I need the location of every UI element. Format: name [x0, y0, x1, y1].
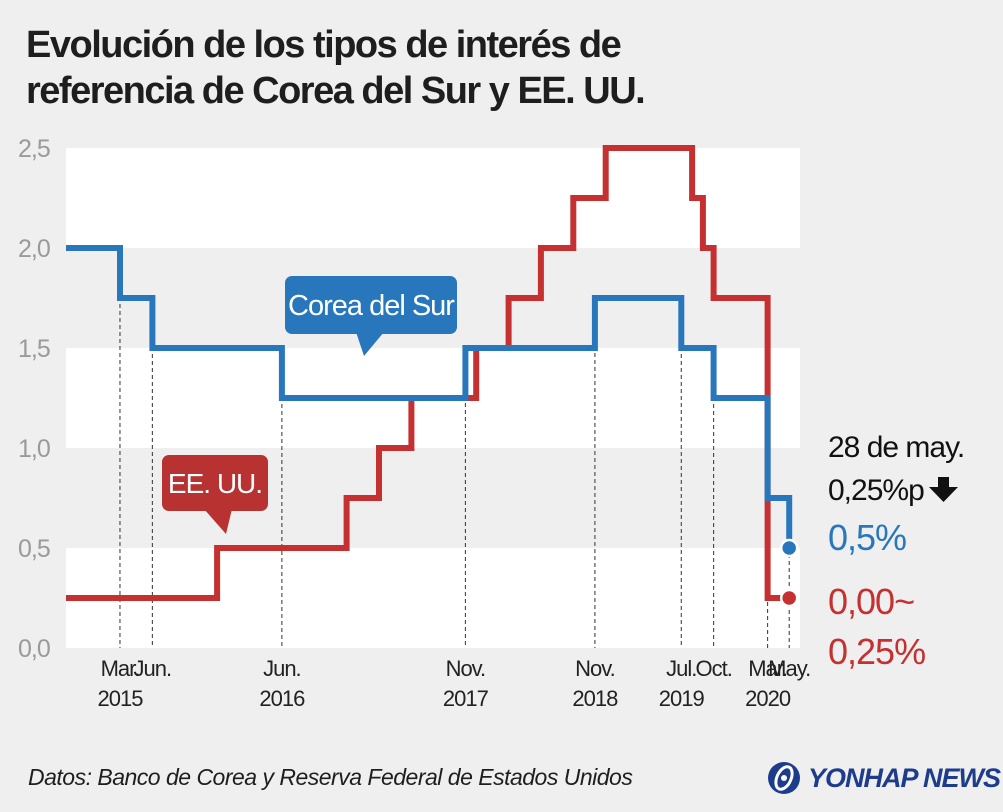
y-tick-label-3: 1,5 — [18, 335, 50, 363]
x-tick-month-8: May. — [768, 656, 810, 681]
x-tick-month-5: Jul. — [666, 656, 696, 681]
series-lines — [66, 145, 793, 601]
korea-callout: Corea del Sur — [285, 276, 457, 356]
logo-text: YONHAP NEWS — [808, 762, 1001, 793]
annotation-korea-value: 0,5% — [828, 517, 906, 558]
title-line-2: referencia de Corea del Sur y EE. UU. — [26, 70, 646, 112]
x-tick-month-6: Oct. — [695, 656, 731, 681]
grid-bands — [66, 148, 800, 648]
x-tick-year-0: 2015 — [97, 686, 143, 711]
title-line-1: Evolución de los tipos de interés de — [26, 24, 622, 66]
source-note: Datos: Banco de Corea y Reserva Federal … — [28, 764, 633, 790]
usa-callout-pointer — [204, 509, 232, 534]
series-line-0 — [66, 245, 793, 548]
y-tick-label-4: 2,0 — [18, 235, 50, 263]
page-title: Evolución de los tipos de interés de ref… — [26, 22, 726, 114]
x-tick-month-4: Nov. — [575, 656, 615, 681]
korea-callout-box — [285, 276, 457, 334]
usa-callout: EE. UU. — [162, 455, 268, 534]
korea-callout-pointer — [356, 332, 384, 356]
yonhap-emblem-icon — [768, 762, 800, 794]
grid-band-4 — [66, 148, 800, 248]
annotation-change: 0,25%p — [828, 474, 924, 507]
annotation-date: 28 de may. — [828, 431, 964, 464]
x-tick-year-2: 2016 — [259, 686, 305, 711]
series-endpoint-0 — [779, 538, 799, 558]
x-tick-year-5: 2019 — [659, 686, 705, 711]
y-tick-label-5: 2,5 — [18, 135, 50, 163]
y-axis-labels: 0,0 0,5 1,0 1,5 2,0 2,5 — [18, 135, 51, 663]
annotation-usa-value-2: 0,25% — [828, 631, 925, 672]
korea-callout-label: Corea del Sur — [288, 290, 455, 322]
y-tick-label-0: 0,0 — [18, 635, 50, 663]
series-endpoints — [779, 538, 799, 608]
x-axis-labels: Mar. 2015 Jun. Jun. 2016 Nov. 2017 Nov. 2018 Jul.… — [97, 656, 811, 711]
x-tick-month-7: Mar. — [748, 656, 787, 681]
x-tick-month-3: Nov. — [446, 656, 486, 681]
usa-callout-box — [162, 455, 268, 511]
annotation-usa-value-1: 0,00~ — [828, 581, 914, 622]
series-endpoint-1 — [779, 588, 799, 608]
y-tick-label-2: 1,0 — [18, 435, 50, 463]
yonhap-logo: YONHAP NEWS — [766, 758, 1001, 798]
latest-annotation: 28 de may. 0,25%p 0,5% 0,00~ 0,25% — [828, 431, 965, 672]
x-tick-year-7: 2020 — [745, 686, 791, 711]
x-tick-month-1: Jun. — [134, 656, 172, 681]
down-arrow-icon — [929, 477, 958, 502]
usa-callout-label: EE. UU. — [168, 468, 262, 499]
x-tick-month-0: Mar. — [101, 656, 140, 681]
x-tick-month-2: Jun. — [263, 656, 301, 681]
y-tick-label-1: 0,5 — [18, 535, 50, 563]
series-line-1 — [66, 145, 790, 601]
x-tick-year-3: 2017 — [443, 686, 489, 711]
x-tick-year-4: 2018 — [572, 686, 618, 711]
